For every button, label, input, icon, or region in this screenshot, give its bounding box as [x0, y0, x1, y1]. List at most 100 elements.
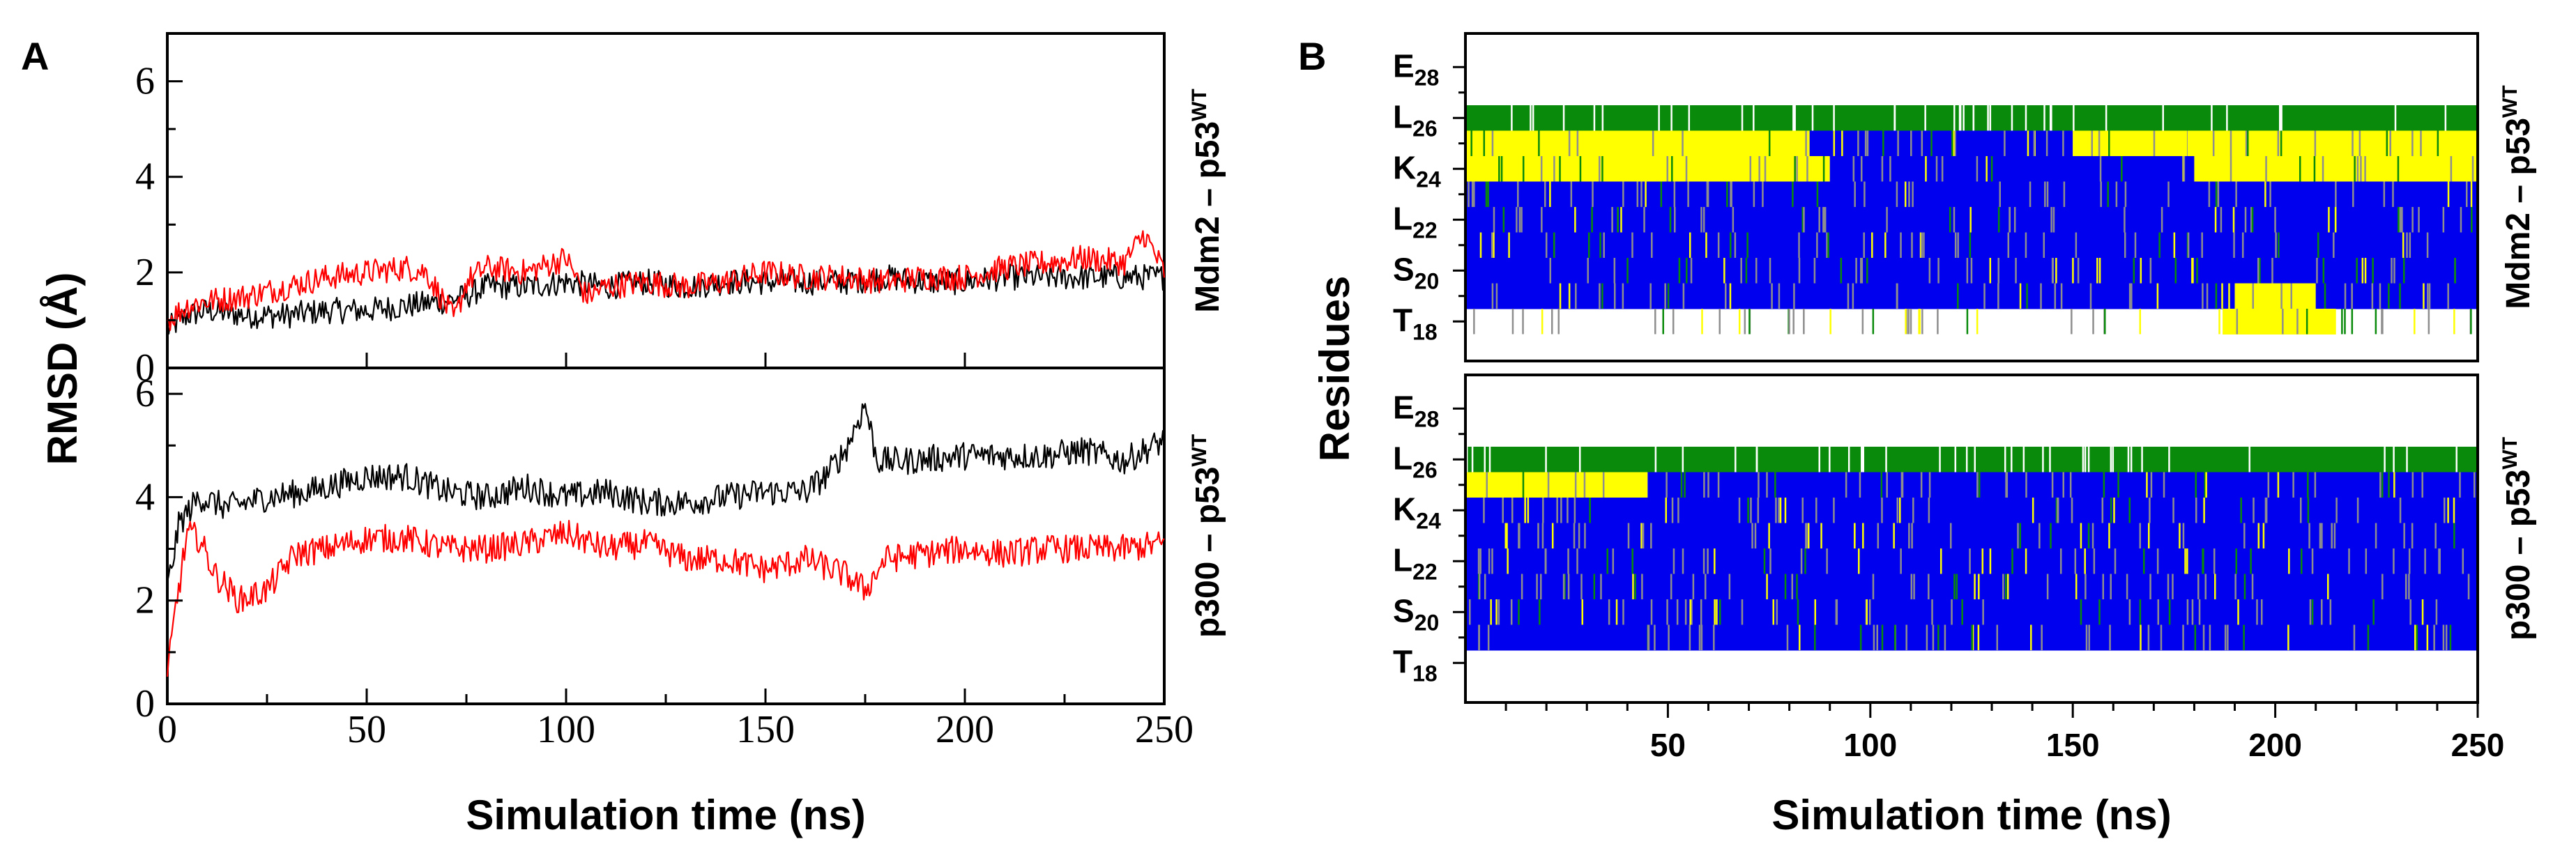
heatmap-flicker: [1953, 105, 1956, 131]
heatmap-flicker: [1912, 181, 1914, 207]
heatmap-flicker: [2226, 105, 2228, 131]
heatmap-flicker: [1702, 548, 1705, 574]
heatmap-flicker: [1651, 232, 1653, 258]
heatmap-flicker: [2406, 232, 2408, 258]
heatmap-flicker: [2203, 498, 2205, 523]
heatmap-flicker: [1556, 498, 1558, 523]
heatmap-flicker: [2215, 283, 2218, 309]
heatmap-flicker: [1641, 574, 1643, 599]
rmsd-ytick-label: 4: [135, 155, 155, 199]
heatmap-flicker: [1678, 258, 1681, 284]
heatmap-flicker: [2002, 574, 2004, 599]
heatmap-flicker: [2274, 207, 2276, 233]
heatmap-flicker: [2334, 207, 2337, 233]
heatmap-flicker: [1847, 283, 1850, 309]
heatmap-flicker: [1717, 232, 1720, 258]
heatmap-flicker: [1510, 599, 1513, 625]
heatmap-flicker: [2089, 283, 2092, 309]
heatmap-flicker: [2218, 309, 2220, 335]
heatmap-flicker: [1931, 599, 1933, 625]
heatmap-flicker: [1816, 232, 1818, 258]
heatmap-flicker: [2444, 105, 2447, 131]
heatmap-flicker: [2011, 447, 2013, 472]
heatmap-flicker: [1680, 472, 1683, 498]
heatmap-flicker: [1877, 523, 1880, 548]
heatmap-flicker: [2257, 523, 2260, 548]
heatmap-flicker: [1700, 624, 1703, 650]
heatmap-flicker: [1798, 232, 1800, 258]
heatmap-flicker: [1682, 548, 1684, 574]
heatmap-flicker: [1753, 181, 1755, 207]
heatmap-flicker: [1918, 309, 1920, 335]
heatmap-cell-yellow: [2223, 309, 2336, 335]
heatmap-flicker: [1626, 258, 1629, 284]
heatmap-flicker: [1796, 156, 1798, 182]
heatmap-flicker: [2278, 105, 2281, 131]
heatmap-flicker: [2104, 309, 2106, 335]
heatmap-flicker: [2397, 156, 2400, 182]
heatmap-flicker: [1861, 309, 1864, 335]
heatmap-flicker: [2243, 624, 2245, 650]
heatmap-flicker: [2004, 447, 2006, 472]
heatmap-flicker: [1650, 599, 1653, 625]
heatmap-flicker: [1924, 105, 1926, 131]
heatmap-flicker: [2019, 283, 2022, 309]
heatmap-flicker: [2075, 574, 2078, 599]
heatmap-flicker: [1860, 156, 1863, 182]
heatmap-flicker: [2428, 309, 2430, 335]
heatmap-flicker: [2141, 447, 2143, 472]
heatmap-flicker: [1977, 624, 1980, 650]
heatmap-flicker: [1511, 498, 1514, 523]
heatmap-flicker: [2139, 599, 2142, 625]
heatmap-flicker: [1926, 624, 1928, 650]
heatmap-flicker: [1654, 447, 1657, 472]
heatmap-flicker: [2393, 472, 2395, 498]
heatmap-flicker: [1599, 156, 1601, 182]
heatmap-flicker: [1667, 283, 1670, 309]
heatmap-flicker: [2168, 599, 2171, 625]
heatmap-flicker: [1557, 309, 1560, 335]
heatmap-flicker: [1672, 548, 1675, 574]
heatmap-flicker: [1649, 283, 1652, 309]
heatmap-flicker: [2149, 498, 2151, 523]
heatmap-flicker: [2393, 258, 2395, 284]
heatmap-flicker: [1854, 523, 1856, 548]
heatmap-flicker: [2354, 156, 2356, 182]
heatmap-flicker: [2009, 207, 2011, 233]
heatmap-flicker: [1798, 258, 1801, 284]
heatmap-flicker: [1600, 574, 1602, 599]
heatmap-flicker: [2311, 599, 2314, 625]
heatmap-flicker: [1996, 624, 1999, 650]
heatmap-flicker: [2280, 283, 2282, 309]
heatmap-cell-green: [1465, 105, 2478, 131]
heatmap-flicker: [1763, 548, 1766, 574]
heatmap-flicker: [2471, 207, 2473, 233]
heatmap-flicker: [2108, 523, 2110, 548]
heatmap-flicker: [1954, 130, 1956, 156]
heatmap-flicker: [2356, 258, 2358, 284]
heatmap-flicker: [2146, 472, 2148, 498]
heatmap-flicker: [1592, 181, 1594, 207]
heatmap-flicker: [1778, 498, 1780, 523]
heatmap-flicker: [2328, 207, 2330, 233]
heatmap-flicker: [1707, 548, 1709, 574]
heatmap-flicker: [1951, 599, 1953, 625]
heatmap-flicker: [1987, 105, 1989, 131]
heatmap-flicker: [1654, 309, 1656, 335]
heatmap-flicker: [2046, 181, 2049, 207]
heatmap-flicker: [1797, 599, 1799, 625]
heatmap-cell-yellow: [1465, 130, 1810, 157]
heatmap-flicker: [1707, 181, 1709, 207]
heatmap-flicker: [2128, 283, 2131, 309]
heatmap-flicker: [1545, 447, 1547, 472]
heatmap-flicker: [1652, 130, 1654, 156]
heatmap-flicker: [1884, 232, 1887, 258]
heatmap-flicker: [1969, 232, 1972, 258]
heatmap-flicker: [1801, 207, 1804, 233]
heatmap-flicker: [1793, 283, 1795, 309]
heatmap-flicker: [2317, 232, 2319, 258]
heatmap-flicker: [1949, 207, 1951, 233]
heatmap-residue-label: L22: [1393, 541, 1438, 584]
panel-a-label: A: [21, 34, 49, 78]
